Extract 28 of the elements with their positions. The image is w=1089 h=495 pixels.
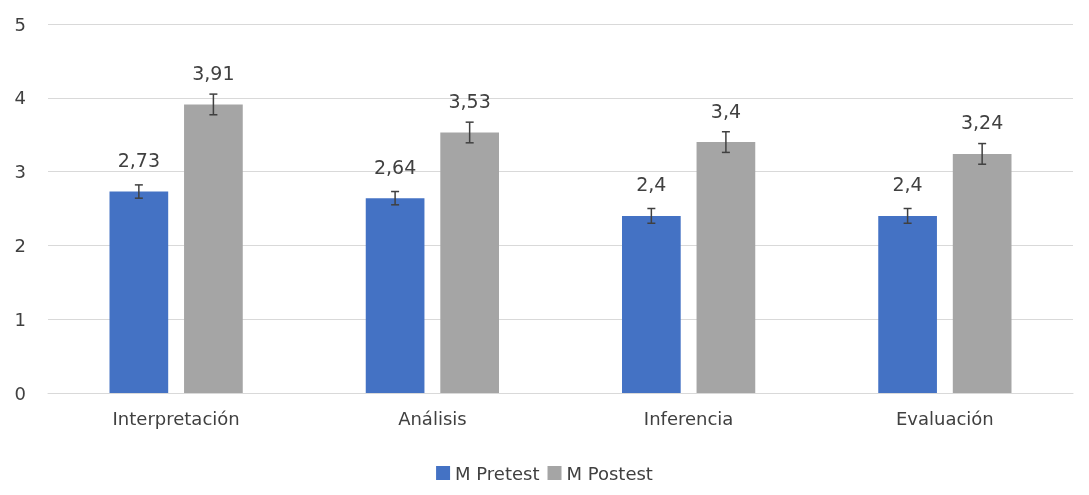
bar xyxy=(952,153,1012,393)
x-tick-label: Inferencia xyxy=(643,407,734,429)
data-label: 2,4 xyxy=(636,173,667,196)
bar xyxy=(878,215,937,393)
bar xyxy=(184,104,243,393)
y-tick-label: 5 xyxy=(14,13,26,35)
bar xyxy=(696,142,756,393)
bar xyxy=(365,198,425,393)
bar xyxy=(440,132,499,393)
data-label: 2,4 xyxy=(892,173,923,196)
y-tick-label: 4 xyxy=(14,87,26,109)
bar xyxy=(622,215,681,393)
y-tick-label: 1 xyxy=(14,308,26,330)
data-label: 2,64 xyxy=(373,155,417,178)
data-label: 2,73 xyxy=(117,149,161,172)
y-tick-label: 2 xyxy=(14,234,26,256)
data-label: 3,4 xyxy=(710,99,742,122)
data-label: 3,53 xyxy=(448,89,491,112)
y-tick-label: 0 xyxy=(14,382,26,404)
x-tick-label: Interpretación xyxy=(112,407,240,429)
data-label: 3,24 xyxy=(960,111,1004,134)
legend-label: M Pretest xyxy=(455,462,540,484)
x-tick-label: Evaluación xyxy=(895,407,994,429)
data-label: 3,91 xyxy=(192,61,235,84)
x-tick-label: Análisis xyxy=(398,407,467,429)
legend-label: M Postest xyxy=(566,462,653,484)
bar xyxy=(109,191,169,393)
y-tick-label: 3 xyxy=(14,161,26,183)
